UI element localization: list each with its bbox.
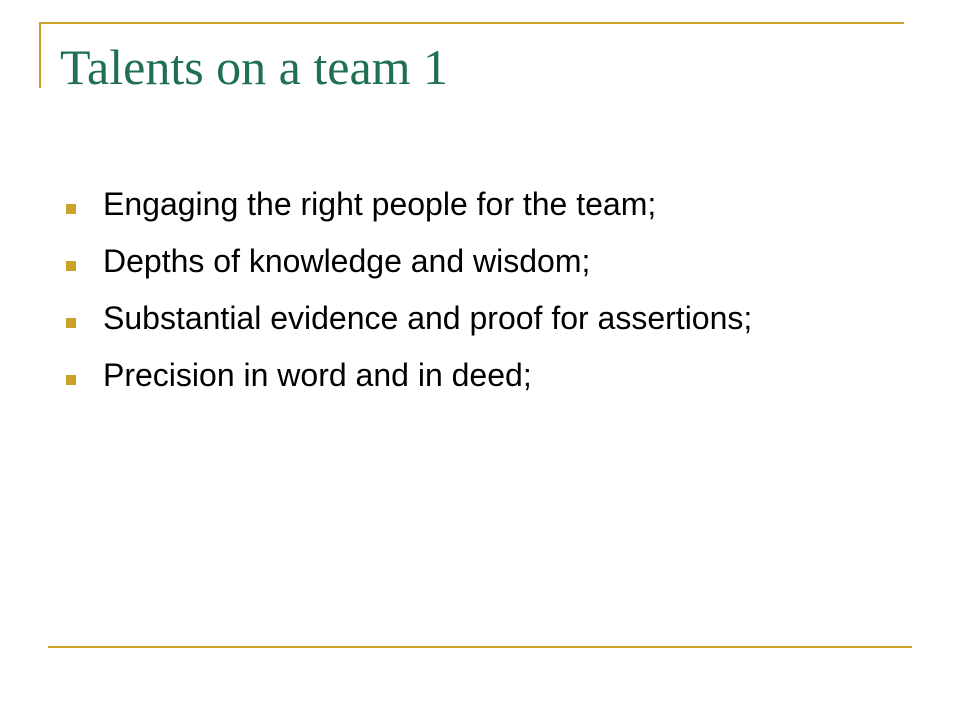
bullet-item: Precision in word and in deed; xyxy=(66,356,912,395)
slide-title: Talents on a team 1 xyxy=(60,39,449,95)
bullet-item: Depths of knowledge and wisdom; xyxy=(66,242,912,281)
square-bullet-icon xyxy=(66,261,76,271)
bullet-item: Substantial evidence and proof for asser… xyxy=(66,299,912,338)
bottom-accent-rule xyxy=(48,646,912,648)
bullet-text: Substantial evidence and proof for asser… xyxy=(103,300,753,336)
square-bullet-icon xyxy=(66,318,76,328)
left-accent-rule xyxy=(39,22,41,88)
square-bullet-icon xyxy=(66,204,76,214)
bullet-list: Engaging the right people for the team; … xyxy=(66,185,912,413)
bullet-text: Engaging the right people for the team; xyxy=(103,186,657,222)
bullet-text: Depths of knowledge and wisdom; xyxy=(103,243,591,279)
square-bullet-icon xyxy=(66,375,76,385)
bullet-text: Precision in word and in deed; xyxy=(103,357,532,393)
top-accent-rule xyxy=(40,22,904,24)
bullet-item: Engaging the right people for the team; xyxy=(66,185,912,224)
